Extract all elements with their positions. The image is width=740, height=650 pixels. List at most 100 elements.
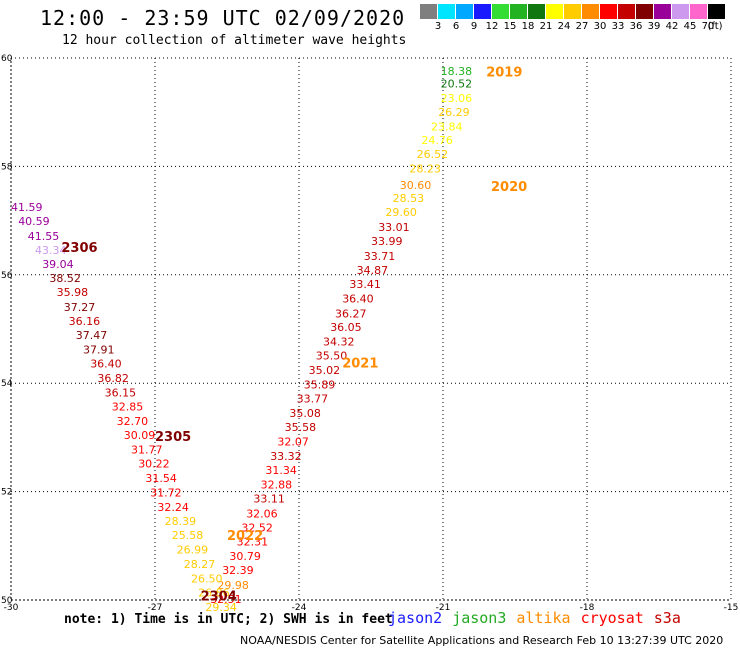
wave-height-point: 32.51	[210, 593, 242, 606]
footer-credit: NOAA/NESDIS Center for Satellite Applica…	[240, 634, 724, 647]
wave-height-point: 41.55	[28, 230, 60, 243]
wave-height-point: 28.53	[393, 192, 425, 205]
wave-height-point: 31.77	[131, 443, 163, 456]
scale-label: 45	[683, 21, 697, 32]
y-tick-label: 52	[1, 488, 12, 498]
wave-height-point: 35.98	[57, 286, 89, 299]
wave-height-point: 36.82	[97, 372, 128, 385]
wave-height-point: 36.05	[330, 321, 362, 334]
wave-height-point: 32.52	[241, 521, 273, 534]
wave-height-point: 30.09	[124, 429, 156, 442]
wave-height-point: 26.52	[417, 148, 449, 161]
scale-swatch	[474, 4, 491, 19]
scale-swatch	[456, 4, 473, 19]
scale-label: 42	[665, 21, 679, 32]
y-tick-label: 54	[1, 379, 13, 389]
wave-height-point: 36.15	[105, 386, 137, 399]
time-label: 2021	[342, 357, 378, 372]
scale-swatch	[438, 4, 455, 19]
satellite-label: jason2	[388, 609, 443, 627]
satellite-label: altika	[516, 609, 571, 627]
wave-height-point: 30.79	[229, 550, 261, 563]
y-tick-label: 50	[1, 596, 13, 606]
time-label: 2022	[227, 529, 263, 544]
wave-height-point: 26.50	[191, 572, 223, 585]
time-label: 2306	[61, 241, 97, 256]
wave-height-point: 31.72	[150, 487, 182, 500]
scale-label: 33	[611, 21, 625, 32]
y-tick-label: 58	[1, 162, 13, 172]
scale-label: 24	[557, 21, 571, 32]
wave-height-point: 33.41	[349, 278, 381, 291]
time-label: 2305	[155, 430, 191, 445]
wave-height-point: 33.77	[297, 392, 329, 405]
scale-unit: (ft)	[707, 21, 723, 32]
wave-height-point: 33.01	[378, 221, 410, 234]
wave-height-point: 39.04	[42, 258, 73, 271]
wave-height-point: 36.40	[90, 358, 122, 371]
wave-height-point: 36.16	[69, 315, 101, 328]
y-tick-label: 60	[1, 54, 13, 64]
scale-label: 18	[521, 21, 535, 32]
wave-height-point: 33.71	[364, 250, 396, 263]
wave-height-point: 32.70	[117, 415, 149, 428]
scale-swatch	[618, 4, 635, 19]
satellite-label: cryosat	[580, 609, 644, 627]
scale-swatch	[420, 4, 437, 19]
wave-height-point: 29.98	[217, 579, 249, 592]
wave-height-point: 23.84	[431, 120, 463, 133]
scale-swatch	[492, 4, 509, 19]
wave-height-point: 33.99	[371, 235, 403, 248]
wave-height-point: 36.40	[342, 293, 374, 306]
scale-label: 6	[452, 21, 460, 32]
scale-swatch	[636, 4, 653, 19]
scale-swatch	[546, 4, 563, 19]
x-tick-label: -24	[292, 603, 307, 613]
scale-label: 70	[701, 21, 715, 32]
wave-height-point: 35.50	[316, 350, 348, 363]
wave-height-point: 29.60	[385, 206, 417, 219]
x-tick-label: -18	[580, 603, 595, 613]
time-label: 2304	[201, 590, 237, 605]
y-tick-label: 56	[1, 271, 13, 281]
wave-height-point: 35.08	[289, 407, 321, 420]
wave-height-point: 26.29	[438, 106, 470, 119]
scale-label: 15	[503, 21, 517, 32]
wave-height-point: 30.60	[400, 179, 432, 192]
scale-swatch	[600, 4, 617, 19]
x-tick-label: -27	[148, 603, 163, 613]
page-title: 12:00 - 23:59 UTC 02/09/2020	[40, 6, 406, 30]
wave-height-point: 32.31	[237, 535, 269, 548]
wave-height-point: 31.54	[145, 472, 177, 485]
satellite-legend: jason2 jason3 altika cryosat s3a	[388, 609, 691, 627]
wave-height-point: 43.34	[35, 244, 67, 257]
wave-height-point: 35.58	[285, 421, 317, 434]
satellite-label: jason3	[452, 609, 507, 627]
wave-height-point: 32.39	[222, 564, 254, 577]
page-subtitle: 12 hour collection of altimeter wave hei…	[62, 33, 407, 48]
wave-height-point: 32.06	[246, 507, 278, 520]
wave-height-point: 41.59	[11, 201, 43, 214]
wave-height-point: 26.86	[198, 586, 230, 599]
wave-height-point: 37.47	[76, 329, 108, 342]
scale-label: 36	[629, 21, 643, 32]
wave-height-point: 18.38	[441, 65, 473, 78]
wave-height-point: 28.27	[184, 558, 216, 571]
scale-label: 9	[470, 21, 478, 32]
x-tick-label: -15	[724, 603, 739, 613]
wave-height-point: 34.87	[357, 264, 389, 277]
wave-height-point: 37.91	[83, 344, 115, 357]
scale-swatch	[564, 4, 581, 19]
time-label: 2020	[491, 180, 527, 195]
scale-label: 3	[434, 21, 442, 32]
scale-swatch	[708, 4, 725, 19]
wave-height-point: 24.76	[421, 134, 453, 147]
scale-label: 21	[539, 21, 553, 32]
wave-height-point: 28.23	[409, 163, 441, 176]
wave-height-point: 23.06	[441, 92, 473, 105]
scale-label: 27	[575, 21, 589, 32]
scale-swatch	[672, 4, 689, 19]
plot-frame	[10, 57, 732, 601]
